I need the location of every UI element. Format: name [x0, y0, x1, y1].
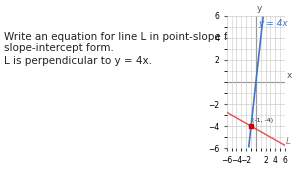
Text: Write an equation for line L in point-slope form and slope-intercept form.: Write an equation for line L in point-sl…	[4, 32, 271, 53]
Text: L is perpendicular to y = 4x.: L is perpendicular to y = 4x.	[4, 56, 152, 66]
Text: L: L	[285, 137, 290, 146]
Text: y: y	[257, 4, 262, 13]
Text: y = 4x: y = 4x	[258, 19, 287, 28]
Text: x: x	[287, 71, 292, 80]
Text: (-1, -4): (-1, -4)	[252, 118, 273, 123]
